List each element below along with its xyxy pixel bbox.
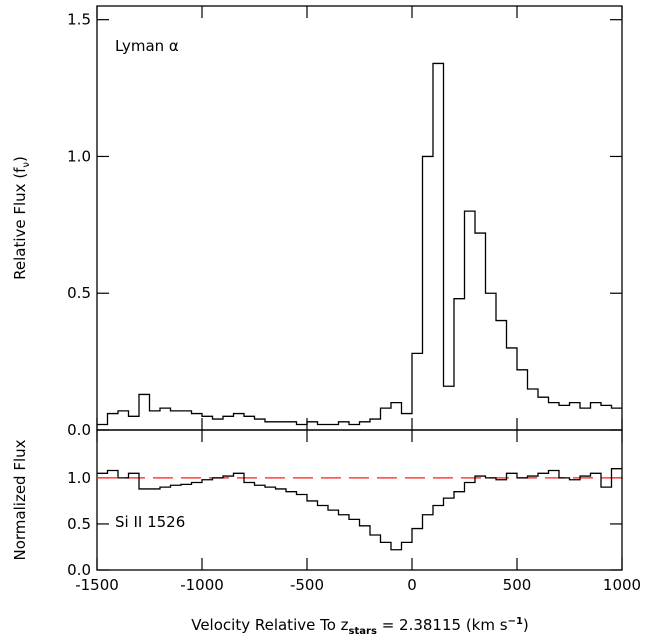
y-tick-label: 1.5 (67, 11, 91, 29)
x-axis-label-part: ) (523, 616, 529, 634)
x-axis-label: Velocity Relative To zstars = 2.38115 (k… (191, 616, 529, 637)
x-tick-label: -500 (290, 576, 324, 594)
x-tick-label: 500 (503, 576, 532, 594)
step-line (97, 468, 622, 551)
y-axis-label: Normalized Flux (11, 439, 29, 560)
plot-frame (96, 429, 623, 571)
y-tick-label: 1.0 (67, 469, 91, 487)
y-axis-label: Relative Flux (fν) (11, 156, 32, 280)
x-axis-label-part: Velocity Relative To z (191, 616, 348, 634)
y-tick-label: 1.0 (67, 147, 91, 165)
x-tick-label: -1500 (75, 576, 119, 594)
x-tick-label: -1000 (180, 576, 224, 594)
y-tick-label: 0.0 (67, 561, 91, 579)
y-tick-label: 0.5 (67, 284, 91, 302)
y-axis-label-part: ) (11, 156, 29, 162)
x-axis-label-part: = 2.38115 (km s (377, 616, 508, 634)
annotation: Si II 1526 (115, 513, 185, 531)
x-axis-label-part: −1 (508, 616, 523, 627)
y-axis-label-part: ν (21, 162, 32, 168)
y-tick-label: 0.5 (67, 515, 91, 533)
x-tick-label: 0 (407, 576, 417, 594)
annotation: Lyman α (115, 37, 179, 55)
y-tick-label: 0.0 (67, 421, 91, 439)
x-tick-label: 1000 (603, 576, 641, 594)
x-axis-label-part: stars (349, 626, 377, 637)
step-line (97, 62, 622, 426)
y-axis-label-part: Relative Flux (f (11, 167, 29, 280)
